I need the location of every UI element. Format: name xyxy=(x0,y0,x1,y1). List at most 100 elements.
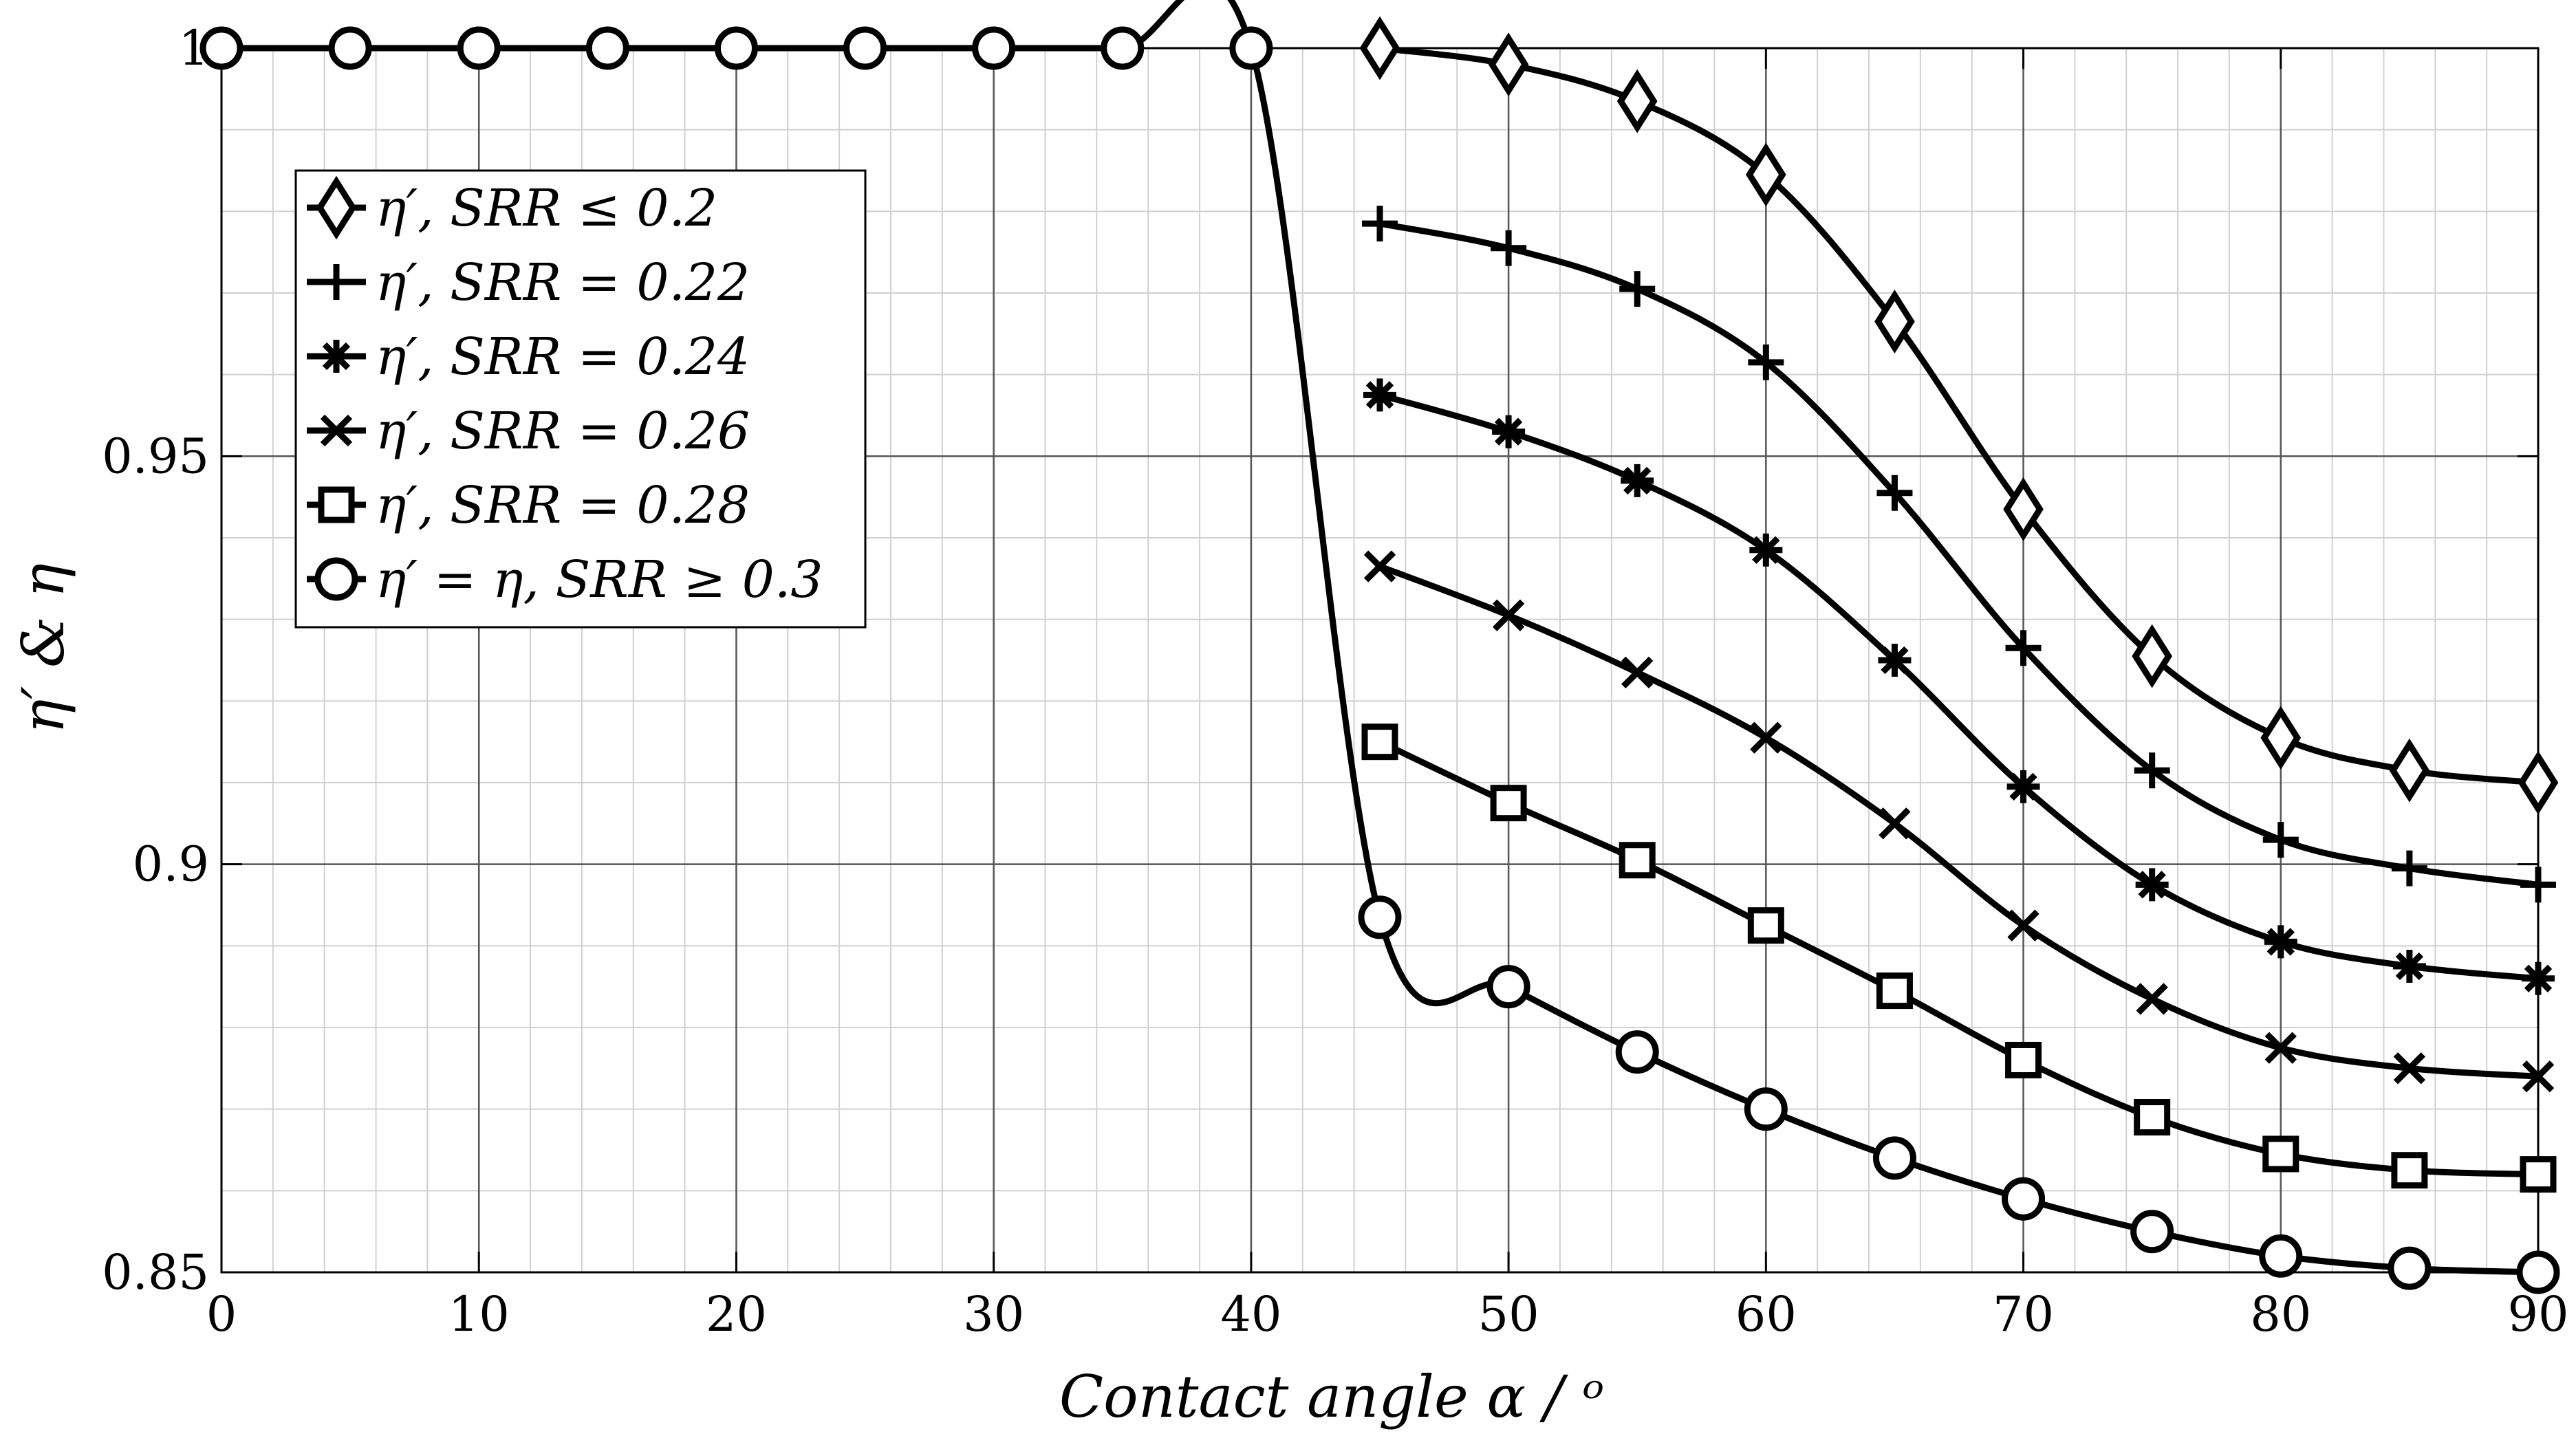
series-3-point-8 xyxy=(2264,925,2297,959)
series-line-2 xyxy=(1379,220,2539,888)
series-5-point-2 xyxy=(1490,785,1527,822)
series-3-point-3-b xyxy=(1623,466,1652,495)
y-tick-labels: 0.850.90.951 xyxy=(102,20,209,1301)
series-line-6 xyxy=(221,0,2539,1276)
series-4-point-10-b xyxy=(2522,1060,2555,1093)
series-4-point-5-b xyxy=(1879,807,1911,840)
series-5-point-5 xyxy=(1876,972,1913,1010)
legend-marker xyxy=(318,264,354,300)
series-3-point-8-b xyxy=(2266,928,2295,956)
series-3-point-9 xyxy=(2392,950,2426,983)
legend-label: η′, SRR = 0.24 xyxy=(376,327,750,387)
series-4-point-8-b xyxy=(2264,1032,2297,1064)
series-4-point-6-b xyxy=(2007,909,2039,942)
series-4-point-4 xyxy=(1750,721,1782,754)
series-6-point-2 xyxy=(328,26,372,70)
legend-marker xyxy=(320,414,353,447)
x-tick-label: 90 xyxy=(2507,1286,2568,1342)
series-1-point-3 xyxy=(1616,69,1658,133)
legend-label: η′, SRR ≤ 0.2 xyxy=(376,179,717,238)
x-tick-label: 50 xyxy=(1478,1286,1539,1342)
series-5-point-9 xyxy=(2391,1152,2428,1189)
series-1-point-5 xyxy=(1874,290,1915,353)
series-1-point-1 xyxy=(1359,16,1400,80)
series-6-point-18 xyxy=(2388,1246,2432,1290)
legend-marker xyxy=(318,486,355,523)
series-2-point-4 xyxy=(1748,344,1784,380)
legend-marker xyxy=(316,175,357,240)
series-6-point-5 xyxy=(714,26,758,70)
series-4-point-6 xyxy=(2007,909,2039,942)
series-3-point-4 xyxy=(1749,533,1783,567)
series-5-point-10 xyxy=(2520,1156,2557,1193)
series-4-point-1 xyxy=(1363,550,1396,583)
series-1-point-6 xyxy=(2003,477,2044,541)
series-4-point-8 xyxy=(2264,1032,2297,1064)
series-5-point-7 xyxy=(2134,1099,2171,1136)
series-4-point-7-b xyxy=(2136,983,2168,1015)
y-tick-label: 0.95 xyxy=(102,428,209,484)
series-2-point-3 xyxy=(1619,271,1656,307)
series-3-point-5-b xyxy=(1881,646,1909,675)
series-1-point-9 xyxy=(2389,738,2430,803)
series-5-point-1 xyxy=(1361,724,1398,761)
legend-entry-2: η′, SRR = 0.22 xyxy=(307,253,750,312)
x-tick-label: 80 xyxy=(2250,1286,2311,1342)
legend-marker xyxy=(320,340,353,373)
series-3-point-1-b xyxy=(1365,381,1394,409)
series-5-point-4 xyxy=(1747,907,1784,944)
series-4-point-2-b xyxy=(1492,599,1525,631)
y-tick-label: 0.9 xyxy=(133,836,209,893)
legend-label: η′, SRR = 0.28 xyxy=(376,476,750,535)
series-3-point-6-b xyxy=(2009,772,2037,801)
x-tick-label: 60 xyxy=(1735,1286,1797,1342)
series-2-point-5 xyxy=(1876,475,1913,511)
series-line-3 xyxy=(1378,392,2539,982)
series-6-point-13 xyxy=(1744,1087,1788,1131)
series-2-point-9 xyxy=(2391,850,2427,886)
series-6-point-14 xyxy=(1872,1136,1916,1180)
series-lines xyxy=(221,0,2539,1276)
series-4-point-3 xyxy=(1621,656,1654,688)
series-3-point-7-b xyxy=(2138,871,2166,899)
series-4-point-1-b xyxy=(1363,550,1396,583)
series-3-point-2-b xyxy=(1494,417,1523,446)
series-line-1 xyxy=(1379,45,2539,786)
series-3-point-9-b xyxy=(2395,952,2424,981)
series-6-point-4 xyxy=(585,26,629,70)
legend-entry-3: η′, SRR = 0.24 xyxy=(307,327,750,387)
x-tick-label: 0 xyxy=(206,1286,237,1342)
series-1-point-4 xyxy=(1746,142,1786,207)
legend-box xyxy=(294,169,867,629)
series-6-point-3 xyxy=(457,26,501,70)
x-tick-label: 10 xyxy=(448,1286,510,1342)
series-3-point-3 xyxy=(1621,464,1654,497)
series-6-point-17 xyxy=(2259,1234,2303,1278)
legend-entry-4: η′, SRR = 0.26 xyxy=(307,402,750,461)
x-tick-label: 30 xyxy=(963,1286,1024,1342)
series-4-point-9 xyxy=(2393,1052,2426,1085)
series-4-point-7 xyxy=(2136,983,2168,1015)
x-tick-label: 20 xyxy=(706,1286,767,1342)
series-3-point-1 xyxy=(1363,378,1396,412)
legend: η′, SRR ≤ 0.2 η′, SRR = 0.22 η′, SRR = 0.2… xyxy=(294,169,867,629)
series-6-point-12 xyxy=(1615,1030,1659,1074)
legend-label: η′ = η, SRR ≥ 0.3 xyxy=(376,550,823,609)
legend-marker-b xyxy=(320,414,353,447)
y-tick-label: 0.85 xyxy=(102,1244,209,1301)
series-5-point-8 xyxy=(2262,1135,2299,1173)
series-6-point-6 xyxy=(843,26,887,70)
series-3-point-7 xyxy=(2135,868,2169,902)
series-2-point-10 xyxy=(2520,867,2556,903)
series-3-point-4-b xyxy=(1752,536,1780,564)
legend-label: η′, SRR = 0.22 xyxy=(376,253,750,312)
series-6-point-1 xyxy=(199,26,243,70)
y-axis-label: η′ & η xyxy=(10,563,77,734)
series-5-point-6 xyxy=(2005,1041,2042,1078)
series-3-point-2 xyxy=(1492,415,1526,448)
series-3-point-10-b xyxy=(2524,964,2553,992)
series-2-point-2 xyxy=(1491,230,1527,266)
series-6-point-11 xyxy=(1486,965,1530,1009)
series-4-point-2 xyxy=(1492,599,1525,631)
